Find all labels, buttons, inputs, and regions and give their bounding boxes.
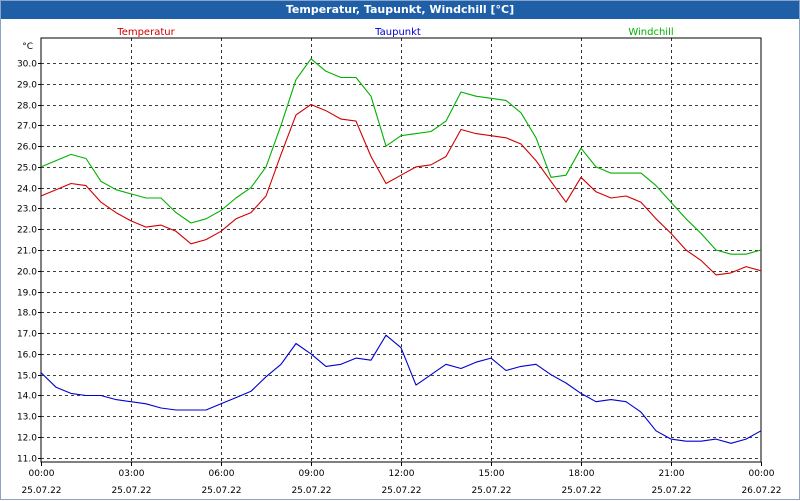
y-tick-label: 28.0 (17, 102, 37, 112)
x-tick-time-label: 15:00 (479, 469, 505, 479)
y-tick-label: 26.0 (17, 143, 37, 153)
y-tick-label: 24.0 (17, 185, 37, 195)
x-tick-time-label: 18:00 (569, 469, 595, 479)
x-tick-date-label: 25.07.22 (561, 486, 601, 496)
series-line-windchill (40, 58, 762, 255)
y-tick-label: 19.0 (17, 289, 37, 299)
x-tick-time-label: 12:00 (389, 469, 415, 479)
legend-taupunkt: Taupunkt (374, 27, 421, 38)
chart-title: Temperatur, Taupunkt, Windchill [°C] (1, 1, 799, 19)
x-tick-date-label: 25.07.22 (201, 486, 241, 496)
y-tick-label: 15.0 (17, 372, 37, 382)
y-tick-label: 29.0 (17, 81, 37, 91)
x-tick-date-label: 25.07.22 (111, 486, 151, 496)
series-line-temperatur (40, 103, 762, 276)
y-tick-label: 22.0 (17, 226, 37, 236)
y-tick-label: 13.0 (17, 413, 37, 423)
y-tick-label: 23.0 (17, 205, 37, 215)
x-tick-date-label: 26.07.22 (741, 486, 781, 496)
y-tick-label: 14.0 (17, 392, 37, 402)
y-tick-label: 30.0 (17, 60, 37, 70)
x-tick-date-label: 25.07.22 (471, 486, 511, 496)
y-tick-label: 16.0 (17, 351, 37, 361)
x-tick-time-label: 21:00 (659, 469, 685, 479)
y-tick-label: 12.0 (17, 434, 37, 444)
x-tick-time-label: 09:00 (299, 469, 325, 479)
x-tick-time-label: 03:00 (119, 469, 145, 479)
x-tick-time-label: 00:00 (749, 469, 775, 479)
x-tick-date-label: 25.07.22 (21, 486, 61, 496)
x-tick-time-label: 00:00 (29, 469, 55, 479)
legend-temperatur: Temperatur (116, 27, 175, 38)
plot-area (40, 37, 762, 463)
x-tick-date-label: 25.07.22 (291, 486, 331, 496)
y-tick-label: 25.0 (17, 164, 37, 174)
y-axis-label: °C (22, 42, 33, 52)
x-tick-time-label: 06:00 (209, 469, 235, 479)
x-tick-date-label: 25.07.22 (381, 486, 421, 496)
x-tick-date-label: 25.07.22 (651, 486, 691, 496)
y-tick-label: 21.0 (17, 247, 37, 257)
y-tick-label: 18.0 (17, 309, 37, 319)
y-tick-label: 11.0 (17, 455, 37, 465)
y-tick-label: 17.0 (17, 330, 37, 340)
y-tick-label: 20.0 (17, 268, 37, 278)
legend-windchill: Windchill (628, 27, 673, 38)
series-line-taupunkt (40, 334, 762, 444)
y-tick-label: 27.0 (17, 122, 37, 132)
